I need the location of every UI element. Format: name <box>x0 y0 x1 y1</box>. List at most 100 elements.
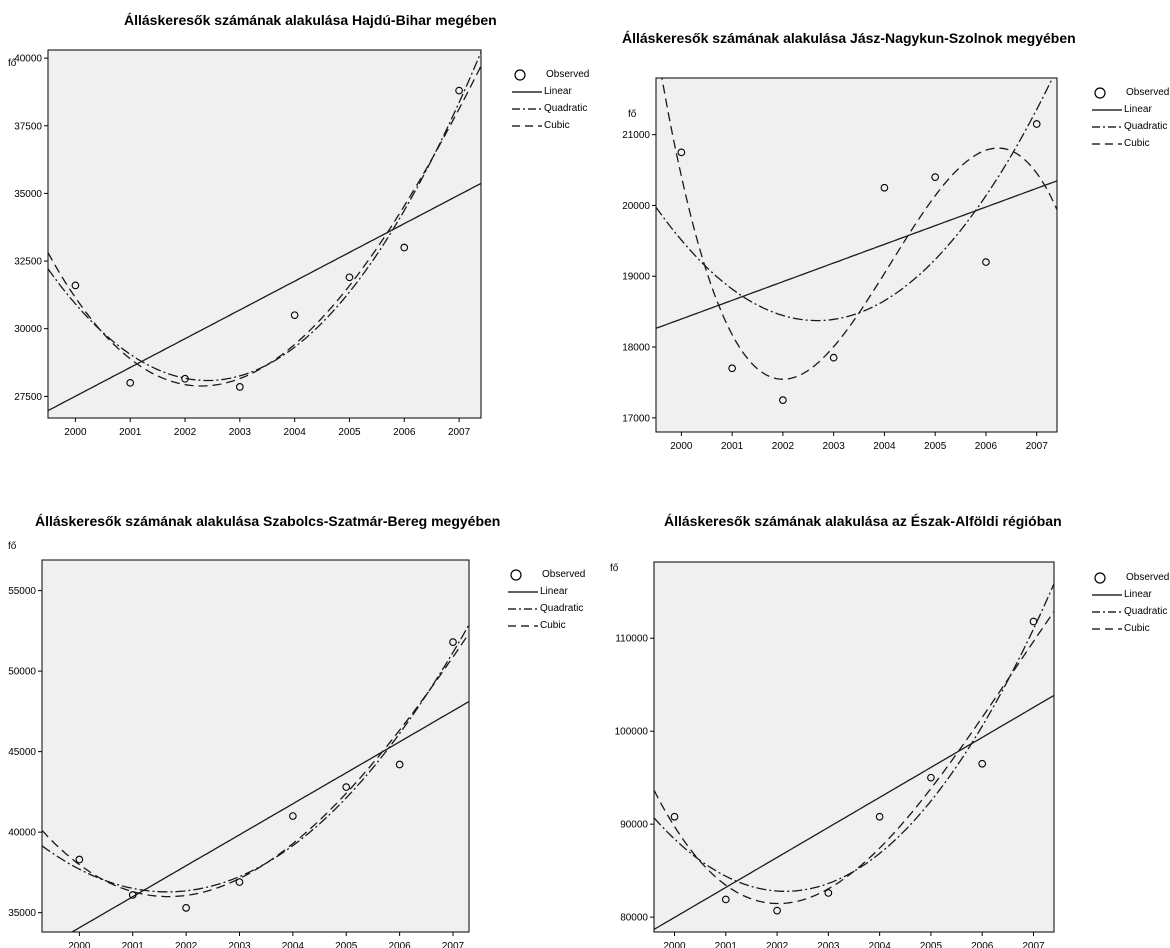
legend: Observed Linear Quadratic Cubic <box>1092 569 1169 637</box>
x-tick-label: 2004 <box>869 941 892 948</box>
x-tick-label: 2001 <box>119 427 142 438</box>
legend-linear: Linear <box>1092 101 1169 118</box>
x-tick-label: 2004 <box>282 941 305 948</box>
legend-cubic-swatch <box>508 624 538 627</box>
y-axis-label: fő <box>610 563 619 574</box>
x-tick-label: 2000 <box>670 441 693 452</box>
legend-quadratic: Quadratic <box>508 600 585 617</box>
observed-point <box>927 773 935 782</box>
x-tick-label: 2000 <box>663 941 686 948</box>
y-tick-label: 37500 <box>14 121 42 132</box>
y-tick-label: 40000 <box>8 828 36 839</box>
legend-observed-swatch <box>510 568 522 581</box>
observed-point <box>455 86 463 95</box>
y-axis-label: fő <box>8 58 17 69</box>
legend-quadratic: Quadratic <box>512 100 589 117</box>
x-tick-label: 2005 <box>920 941 943 948</box>
x-tick-label: 2004 <box>284 427 307 438</box>
x-tick-label: 2001 <box>721 441 744 452</box>
chart-title: Álláskeresők számának alakulása Jász-Nag… <box>622 30 1076 46</box>
x-tick-label: 2003 <box>229 427 252 438</box>
y-tick-label: 20000 <box>622 201 650 212</box>
y-tick-label: 40000 <box>14 54 42 65</box>
cubic-fit-line <box>654 611 1054 905</box>
legend-linear: Linear <box>512 83 589 100</box>
chart-title: Álláskeresők számának alakulása Hajdú-Bi… <box>124 12 497 28</box>
y-tick-label: 100000 <box>615 727 649 738</box>
observed-point <box>1029 617 1038 626</box>
legend-linear-swatch <box>1092 108 1122 111</box>
x-tick-label: 2003 <box>817 941 840 948</box>
observed-point <box>290 311 299 320</box>
legend: Observed Linear Quadratic Cubic <box>1092 84 1169 152</box>
observed-point <box>449 638 457 646</box>
legend-quadratic-swatch <box>1092 610 1122 613</box>
quadratic-fit-line <box>654 583 1054 892</box>
legend-linear-swatch <box>1092 593 1122 596</box>
y-tick-label: 45000 <box>8 747 36 758</box>
legend-quadratic-swatch <box>1092 125 1122 128</box>
y-tick-label: 30000 <box>14 324 42 335</box>
x-tick-label: 2000 <box>68 941 91 948</box>
y-tick-label: 21000 <box>622 130 650 141</box>
legend-quadratic-label: Quadratic <box>1124 606 1168 617</box>
chart-plot-0: 27500 30000 32500 35000 37500 40000 2000 2001 20… <box>8 49 482 438</box>
cubic-fit-line <box>661 78 1057 380</box>
observed-point <box>728 364 736 373</box>
observed-point <box>677 148 686 157</box>
x-tick-label: 2006 <box>971 941 994 948</box>
y-tick-label: 90000 <box>620 820 648 831</box>
observed-point <box>235 383 244 391</box>
x-tick-label: 2003 <box>228 941 251 948</box>
x-tick-label: 2006 <box>388 941 411 948</box>
legend: Observed Linear Quadratic Cubic <box>508 566 585 634</box>
legend-quadratic-label: Quadratic <box>544 103 588 114</box>
y-tick-label: 27500 <box>14 392 42 403</box>
fit-curves <box>42 624 469 932</box>
legend-observed: Observed <box>1092 84 1169 101</box>
legend-quadratic-swatch <box>512 107 542 110</box>
fit-curves <box>656 78 1057 380</box>
observed-point <box>182 903 190 912</box>
x-tick-label: 2002 <box>766 941 789 948</box>
chart-plot-3: 80000 90000 100000 110000 2000 2001 2002 2003 20… <box>610 561 1055 948</box>
legend-observed-label: Observed <box>1126 572 1170 583</box>
legend-quadratic-label: Quadratic <box>540 603 584 614</box>
y-tick-label: 55000 <box>8 586 36 597</box>
x-tick-label: 2002 <box>174 427 197 438</box>
observed-point <box>880 183 889 192</box>
x-tick-label: 2004 <box>873 441 896 452</box>
legend-cubic-label: Cubic <box>544 120 570 131</box>
observed-point <box>181 374 189 383</box>
legend-cubic-swatch <box>1092 627 1122 630</box>
y-tick-label: 50000 <box>8 667 36 678</box>
observed-point <box>982 258 990 266</box>
x-tick-label: 2005 <box>924 441 947 452</box>
x-tick-label: 2003 <box>823 441 846 452</box>
observed-point <box>75 855 84 864</box>
x-tick-label: 2001 <box>122 941 145 948</box>
x-tick-label: 2002 <box>772 441 795 452</box>
observed-point <box>342 783 351 791</box>
legend-observed: Observed <box>508 566 585 583</box>
x-tick-label: 2006 <box>975 441 998 452</box>
observed-point <box>126 378 135 387</box>
y-axis-label: fő <box>628 109 637 120</box>
x-tick-label: 2007 <box>442 941 465 948</box>
legend-linear: Linear <box>1092 586 1169 603</box>
observed-point <box>670 812 679 821</box>
legend-cubic: Cubic <box>1092 135 1169 152</box>
x-tick-label: 2005 <box>338 427 361 438</box>
y-tick-label: 18000 <box>622 343 650 354</box>
fit-curves <box>654 583 1054 930</box>
legend: Observed Linear Quadratic Cubic <box>512 66 589 134</box>
legend-linear-label: Linear <box>544 86 572 97</box>
linear-fit-line <box>70 700 469 932</box>
legend-linear-swatch <box>508 590 538 593</box>
legend-linear: Linear <box>508 583 585 600</box>
observed-point <box>978 759 987 768</box>
observed-point <box>779 396 787 404</box>
quadratic-fit-line <box>42 624 469 893</box>
y-tick-label: 17000 <box>622 413 650 424</box>
x-tick-label: 2007 <box>448 427 471 438</box>
